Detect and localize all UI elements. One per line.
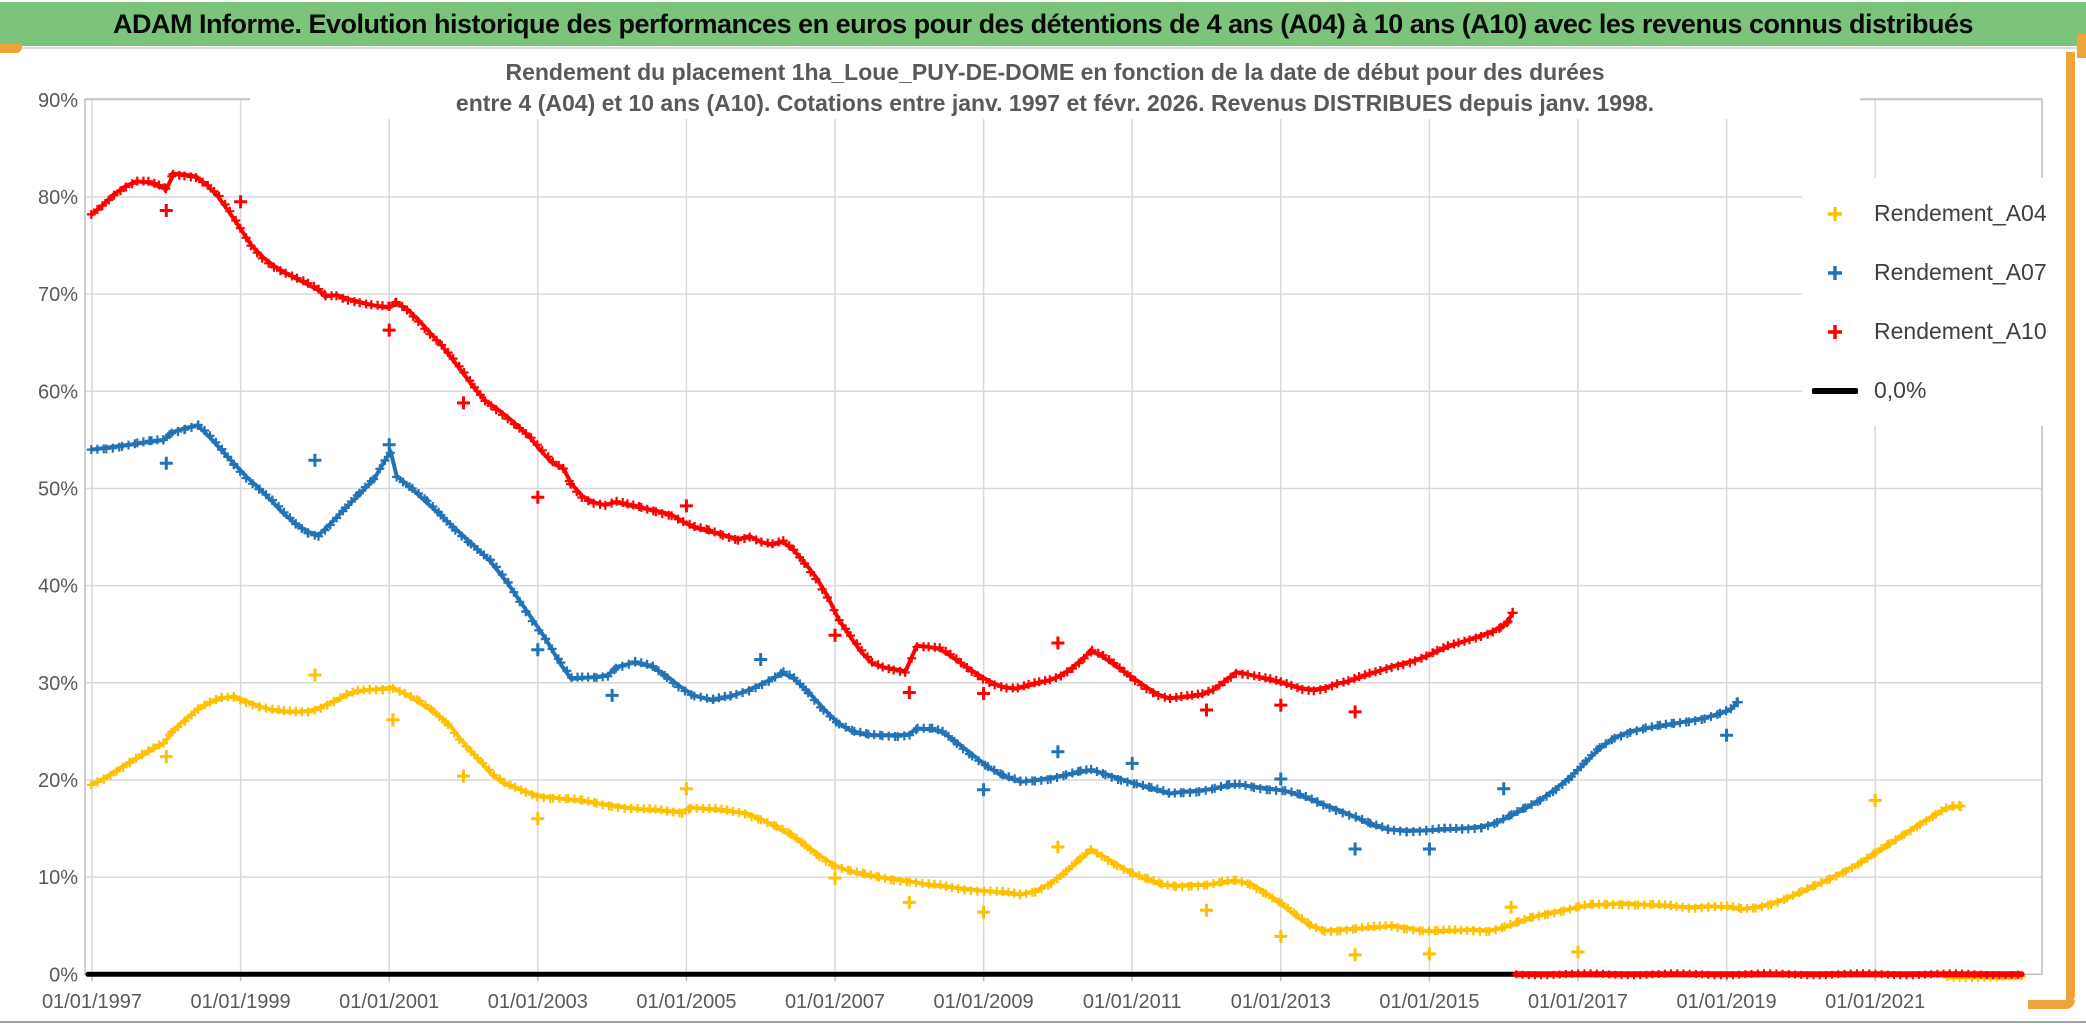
x-tick-label: 01/01/2021 — [1825, 991, 1925, 1013]
chart-title: Rendement du placement 1ha_Loue_PUY-DE-D… — [250, 57, 1860, 119]
x-tick-label: 01/01/2007 — [785, 991, 885, 1013]
header-divider — [0, 47, 2086, 49]
y-tick-label: 40% — [38, 576, 78, 598]
y-tick-label: 0% — [49, 964, 78, 986]
header-title: ADAM Informe. Evolution historique des p… — [112, 8, 1974, 39]
legend-item-rendement-a10[interactable]: Rendement_A10 — [1812, 302, 2086, 361]
header-banner: ADAM Informe. Evolution historique des p… — [0, 2, 2086, 46]
x-tick-label: 01/01/2009 — [934, 991, 1034, 1013]
y-tick-label: 60% — [38, 381, 78, 403]
x-tick-label: 01/01/2015 — [1379, 991, 1479, 1013]
x-tick-label: 01/01/2013 — [1231, 991, 1331, 1013]
window-bottom-edge — [0, 1021, 2086, 1023]
series-rendement_a04 — [86, 684, 1966, 936]
chart-title-line2: entre 4 (A04) et 10 ans (A10). Cotations… — [455, 90, 1655, 116]
legend-plus-marker — [1812, 323, 1858, 341]
outliers-rendement_a10 — [159, 195, 1362, 719]
x-tick-label: 01/01/2005 — [636, 991, 736, 1013]
y-tick-label: 30% — [38, 673, 78, 695]
gold-border-left-stub — [0, 44, 22, 53]
y-tick-label: 90% — [38, 90, 78, 112]
chart-legend: Rendement_A04 Rendement_A07 Rendement_A10 0… — [1802, 178, 2086, 426]
legend-label: Rendement_A04 — [1874, 200, 2047, 226]
gold-border-bottom-stub — [2028, 1000, 2075, 1009]
chart-title-line1: Rendement du placement 1ha_Loue_PUY-DE-D… — [505, 59, 1605, 85]
x-axis-labels: 01/01/1997 01/01/1999 01/01/2001 01/01/2003… — [42, 991, 1925, 1013]
y-tick-label: 10% — [38, 867, 78, 889]
legend-label: Rendement_A07 — [1874, 259, 2047, 285]
gridlines — [84, 98, 2043, 982]
series-rendement_a10 — [86, 169, 1518, 703]
gold-border-right-bar — [2066, 52, 2075, 1004]
x-tick-label: 01/01/2003 — [488, 991, 588, 1013]
x-tick-label: 01/01/2011 — [1083, 991, 1182, 1013]
legend-item-0-0-[interactable]: 0,0% — [1812, 361, 2086, 420]
legend-label: Rendement_A10 — [1874, 318, 2047, 344]
legend-plus-marker — [1812, 205, 1858, 223]
outliers-rendement_a04 — [159, 668, 1882, 962]
performance-chart[interactable]: 0%10%20%30%40%50%60%70%80%90%01/01/1997 0… — [0, 50, 2086, 1031]
x-tick-label: 01/01/1999 — [191, 991, 291, 1013]
legend-item-rendement-a04[interactable]: Rendement_A04 — [1812, 184, 2086, 243]
y-tick-label: 50% — [38, 478, 78, 500]
legend-item-rendement-a07[interactable]: Rendement_A07 — [1812, 243, 2086, 302]
y-tick-label: 80% — [38, 187, 78, 209]
y-tick-label: 20% — [38, 770, 78, 792]
outliers-rendement_a07 — [159, 438, 1734, 856]
series-rendement_a07 — [86, 420, 1743, 837]
x-tick-label: 01/01/2019 — [1677, 991, 1777, 1013]
legend-label: 0,0% — [1874, 377, 1927, 403]
gold-border-right-sliver — [2077, 34, 2086, 58]
y-tick-label: 70% — [38, 284, 78, 306]
zero-segment-rendement_a10 — [1512, 969, 2025, 980]
legend-plus-marker — [1812, 264, 1858, 282]
legend-line-swatch — [1812, 387, 1858, 395]
x-tick-label: 01/01/2017 — [1528, 991, 1628, 1013]
x-tick-label: 01/01/1997 — [42, 991, 142, 1013]
x-tick-label: 01/01/2001 — [339, 991, 439, 1013]
y-axis-labels: 0% 10% 20% 30% 40% 50% 60% 70% 80% 90% — [38, 90, 78, 987]
